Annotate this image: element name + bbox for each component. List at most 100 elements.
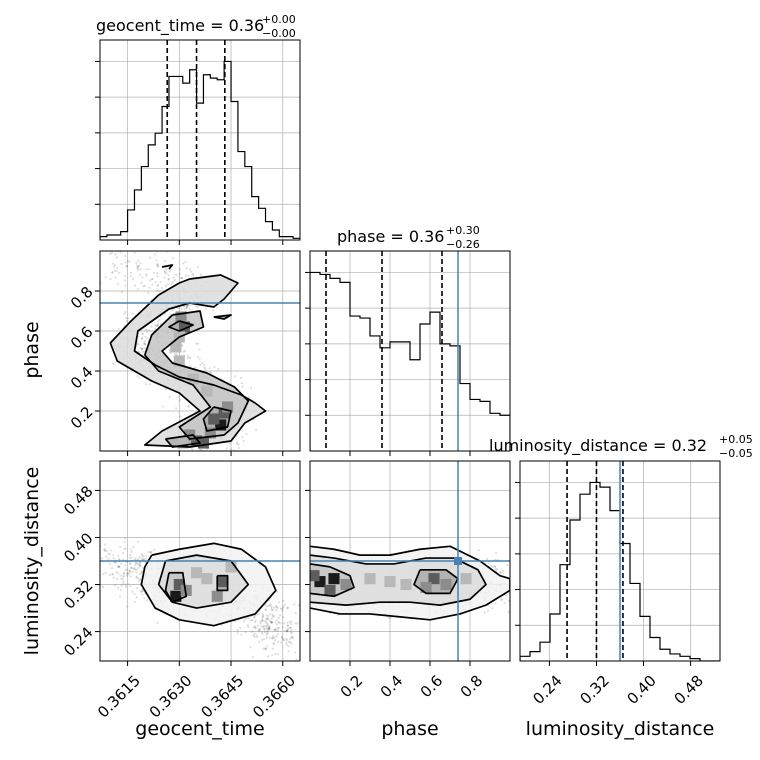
panel-geocent-time-vs-luminosity-distance-point-784 (265, 617, 269, 620)
panel-geocent-time-vs-luminosity-distance-point-639 (126, 605, 129, 608)
panel-geocent-time-vs-phase-point-704 (183, 307, 186, 310)
panel-geocent-time-vs-luminosity-distance-point-650 (136, 586, 139, 590)
title-luminosity-distance-sup: +0.05 (719, 433, 753, 446)
panel-geocent-time-vs-luminosity-distance-point-434 (263, 628, 267, 631)
panel-geocent-time-vs-luminosity-distance-point-848 (262, 626, 265, 629)
panel-geocent-time-vs-luminosity-distance-density-2 (180, 584, 192, 596)
panel-geocent-time-vs-phase-point-388 (190, 270, 193, 273)
panel-geocent-time-vs-luminosity-distance-point-353 (256, 635, 259, 639)
panel-geocent-time-vs-phase-point-387 (113, 263, 117, 266)
panel-geocent-time-vs-phase-point-129 (124, 284, 127, 287)
panel-phase-vs-luminosity-distance-point-45 (306, 589, 308, 591)
panel-geocent-time-vs-phase-point-784 (168, 396, 171, 399)
panel-geocent-time-vs-luminosity-distance-point-708 (260, 631, 264, 634)
panel-geocent-time-vs-luminosity-distance-point-685 (145, 598, 149, 602)
panel-phase-vs-luminosity-distance-point-390 (514, 569, 516, 571)
panel-geocent-time-vs-luminosity-distance-point-838 (265, 617, 268, 621)
panel-geocent-time-vs-luminosity-distance-point-717 (122, 572, 125, 575)
panel-phase-vs-luminosity-distance-point-785 (510, 589, 512, 591)
panel-geocent-time-vs-luminosity-distance-point-43 (265, 648, 268, 651)
panel-geocent-time-vs-luminosity-distance-frame (99, 460, 301, 662)
panel-geocent-time-vs-phase-point-860 (170, 282, 173, 286)
panel-phase-vs-luminosity-distance-point-321 (389, 616, 392, 620)
panel-geocent-time-vs-luminosity-distance-point-174 (275, 605, 278, 608)
panel-geocent-time-vs-phase-density-12 (197, 437, 210, 449)
panel-geocent-time-vs-phase-point-185 (143, 343, 147, 346)
panel-geocent-time-vs-phase-density-3 (170, 341, 182, 353)
panel-geocent-time-vs-luminosity-distance-point-845 (261, 632, 264, 635)
panel-geocent-time-vs-phase-plot-area (100, 248, 300, 451)
panel-geocent-time-vs-phase-point-201 (154, 327, 157, 330)
panel-geocent-time-vs-luminosity-distance-point-376 (275, 635, 278, 638)
panel-geocent-time-vs-phase-point-193 (125, 317, 128, 320)
panel-geocent-time-vs-luminosity-distance-point-95 (277, 616, 280, 619)
panel-phase-vs-luminosity-distance-point-504 (513, 594, 515, 596)
hist-luminosity-distance-xticklabel-2: 0.40 (623, 672, 659, 708)
panel-geocent-time-vs-phase-point-622 (145, 273, 148, 276)
panel-phase-vs-luminosity-distance-point-48 (531, 584, 533, 586)
panel-geocent-time-vs-luminosity-distance-point-356 (290, 635, 294, 638)
panel-geocent-time-vs-phase-point-377 (163, 260, 167, 263)
panel-geocent-time-vs-phase-point-260 (145, 330, 148, 333)
panel-geocent-time-vs-phase-point-645 (154, 324, 157, 327)
panel-geocent-time-vs-phase-point-668 (155, 259, 158, 262)
panel-geocent-time-vs-phase-point-886 (156, 275, 159, 278)
panel-geocent-time-vs-phase-point-861 (154, 281, 157, 284)
hist-geocent-time-plot-area (100, 40, 300, 240)
panel-phase-vs-luminosity-distance-point-68 (515, 577, 517, 579)
panel-geocent-time-vs-luminosity-distance-point-390 (268, 636, 271, 639)
panel-geocent-time-vs-phase-point-484 (171, 281, 175, 284)
panel-geocent-time-vs-phase-density-6 (218, 407, 230, 419)
panel-geocent-time-vs-luminosity-distance-point-70 (123, 537, 127, 540)
panel-geocent-time-vs-phase-point-804 (156, 248, 158, 250)
panel-geocent-time-vs-luminosity-distance: 0.3615 0.3630 0.3645 0.3660 0.24 0.32 0.40 0.48 (60, 460, 301, 722)
panel-geocent-time-vs-luminosity-distance-point-769 (265, 632, 269, 635)
panel-phase-vs-luminosity-distance-point-519 (494, 565, 497, 569)
panel-geocent-time-vs-phase-point-53 (167, 278, 170, 281)
panel-geocent-time-vs-luminosity-distance-point-882 (125, 572, 128, 575)
panel-geocent-time-vs-luminosity-distance-point-586 (123, 540, 126, 544)
hist-luminosity-distance-xticklabel-3: 0.48 (671, 672, 707, 708)
panel-geocent-time-vs-luminosity-distance-point-133 (285, 643, 289, 646)
panel-geocent-time-vs-luminosity-distance-point-752 (294, 611, 297, 615)
panel-geocent-time-vs-luminosity-distance-xticklabel-2: 0.3645 (197, 672, 247, 722)
panel-geocent-time-vs-luminosity-distance-point-54 (258, 640, 261, 643)
panel-geocent-time-vs-luminosity-distance-point-890 (124, 583, 127, 586)
panel-geocent-time-vs-luminosity-distance-point-881 (127, 582, 130, 586)
panel-geocent-time-vs-phase-density-13 (173, 355, 185, 367)
panel-geocent-time-vs-phase-point-733 (142, 342, 146, 345)
panel-geocent-time-vs-luminosity-distance-point-218 (122, 575, 125, 578)
panel-geocent-time-vs-luminosity-distance-point-833 (253, 625, 256, 628)
panel-geocent-time-vs-luminosity-distance-point-192 (139, 561, 142, 564)
xlabel-phase: phase (381, 718, 438, 740)
panel-geocent-time-vs-luminosity-distance-point-613 (286, 606, 289, 609)
panel-geocent-time-vs-luminosity-distance-point-524 (115, 571, 118, 574)
panel-geocent-time-vs-phase-point-94 (241, 436, 244, 439)
panel-phase-vs-luminosity-distance-point-837 (513, 586, 515, 588)
panel-geocent-time-vs-luminosity-distance-contour-0 (140, 542, 277, 627)
panel-geocent-time-vs-luminosity-distance-point-899 (137, 563, 140, 566)
panel-geocent-time-vs-phase-point-548 (194, 366, 197, 369)
panel-geocent-time-vs-phase-point-142 (210, 371, 213, 375)
panel-geocent-time-vs-phase-point-493 (138, 351, 141, 354)
panel-geocent-time-vs-phase-point-525 (185, 305, 188, 308)
panel-geocent-time-vs-phase-point-661 (124, 279, 127, 282)
panel-geocent-time-vs-luminosity-distance-point-52 (137, 579, 140, 582)
panel-geocent-time-vs-luminosity-distance-point-443 (265, 636, 268, 640)
panel-geocent-time-vs-phase-point-449 (163, 276, 166, 279)
panel-geocent-time-vs-phase-point-297 (181, 276, 184, 280)
panel-geocent-time-vs-phase-point-786 (136, 374, 139, 378)
panel-geocent-time-vs-phase-point-402 (188, 308, 192, 311)
panel-geocent-time-vs-phase-point-584 (129, 271, 132, 274)
panel-geocent-time-vs-luminosity-distance-point-193 (266, 655, 270, 658)
panel-geocent-time-vs-luminosity-distance-point-768 (279, 641, 283, 644)
panel-geocent-time-vs-phase-point-634 (195, 342, 198, 345)
panel-geocent-time-vs-luminosity-distance-point-290 (236, 632, 239, 635)
panel-geocent-time-vs-luminosity-distance-point-360 (114, 561, 118, 564)
panel-geocent-time-vs-luminosity-distance-point-368 (135, 568, 138, 571)
panel-phase-vs-luminosity-distance-point-525 (303, 569, 305, 571)
panel-geocent-time-vs-luminosity-distance-point-495 (268, 625, 271, 628)
panel-geocent-time-vs-phase-point-877 (120, 262, 123, 266)
panel-geocent-time-vs-luminosity-distance-point-733 (281, 626, 284, 629)
panel-geocent-time-vs-luminosity-distance-point-10 (101, 585, 105, 588)
